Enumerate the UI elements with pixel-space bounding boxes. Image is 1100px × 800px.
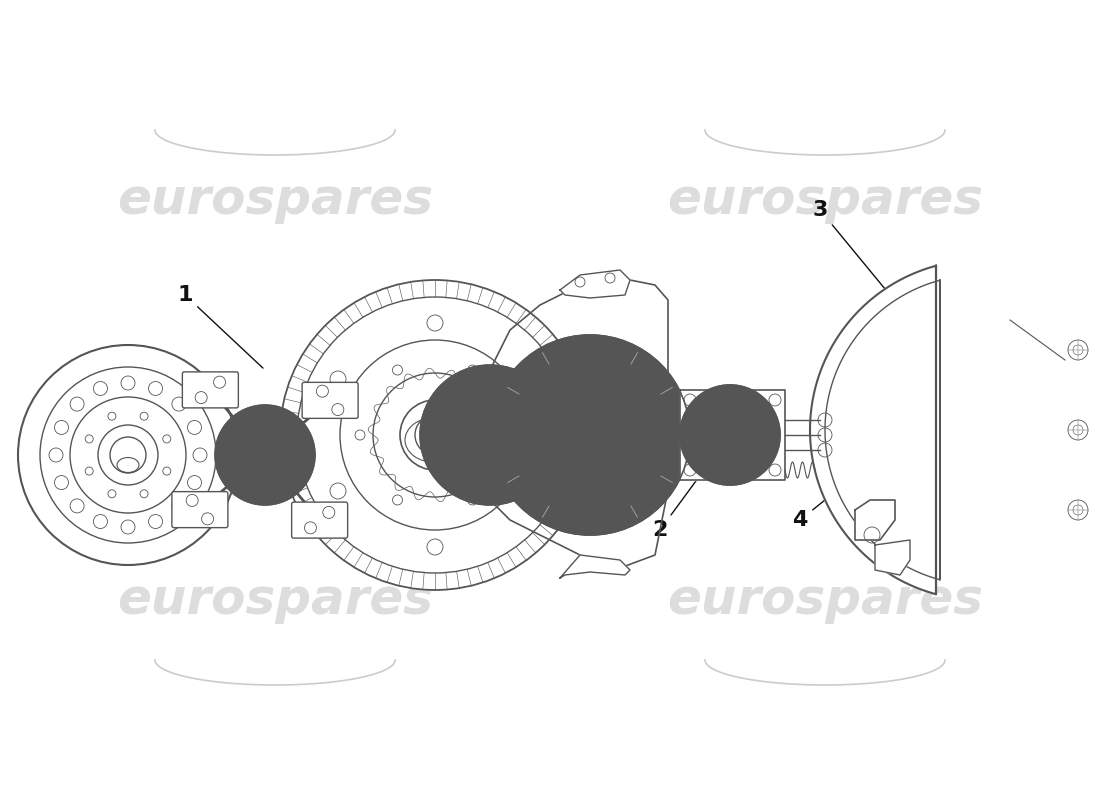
Circle shape xyxy=(18,345,238,565)
FancyBboxPatch shape xyxy=(292,502,348,538)
Polygon shape xyxy=(855,500,895,540)
Polygon shape xyxy=(680,390,785,480)
Polygon shape xyxy=(560,555,630,578)
Circle shape xyxy=(280,280,590,590)
Circle shape xyxy=(420,365,560,505)
FancyBboxPatch shape xyxy=(183,372,239,408)
Polygon shape xyxy=(874,540,910,575)
Circle shape xyxy=(214,405,315,505)
FancyBboxPatch shape xyxy=(302,382,359,418)
Circle shape xyxy=(680,385,780,485)
Polygon shape xyxy=(560,270,630,298)
Text: 1: 1 xyxy=(177,285,263,368)
Text: eurospares: eurospares xyxy=(117,576,433,624)
Text: 4: 4 xyxy=(792,482,848,530)
Text: 2: 2 xyxy=(652,458,714,540)
Text: eurospares: eurospares xyxy=(117,176,433,224)
Circle shape xyxy=(490,335,690,535)
Polygon shape xyxy=(480,278,668,568)
Text: eurospares: eurospares xyxy=(667,576,983,624)
FancyBboxPatch shape xyxy=(172,492,228,528)
Text: eurospares: eurospares xyxy=(667,176,983,224)
Polygon shape xyxy=(810,266,936,594)
Text: 3: 3 xyxy=(812,200,888,293)
